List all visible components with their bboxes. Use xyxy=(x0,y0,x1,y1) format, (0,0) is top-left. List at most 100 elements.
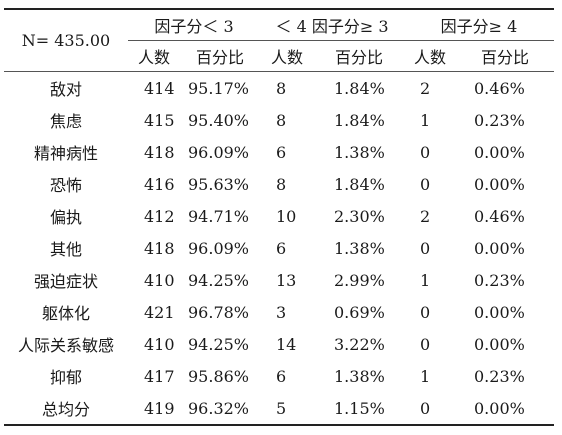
cell-count-high: 0 xyxy=(420,302,431,322)
cell-count-high: 1 xyxy=(420,366,431,386)
cell-count-high: 0 xyxy=(420,334,431,354)
cell-percent-low: 94.71% xyxy=(188,206,250,226)
cell-count-low: 418 xyxy=(144,238,175,258)
cell-count-low: 410 xyxy=(144,270,175,290)
table-row: 强迫症状 410 94.25% 13 2.99% 1 0.23% xyxy=(4,264,554,296)
cell-count-mid: 5 xyxy=(260,392,314,426)
header-row-groups: N= 435.00 因子分＜ 3 ＜ 4 因子分≥ 3 因子分≥ 4 xyxy=(4,8,554,72)
group-header-high: 因子分≥ 4 xyxy=(404,8,554,41)
table-row: 躯体化 421 96.78% 3 0.69% 0 0.00% xyxy=(4,296,554,328)
cell-percent-high: 0.46% xyxy=(474,78,525,98)
subheader-percent: 百分比 xyxy=(456,40,554,72)
cell-percent-high: 0.00% xyxy=(474,302,525,322)
cell-count-low: 412 xyxy=(144,206,175,226)
table-row: 人际关系敏感 410 94.25% 14 3.22% 0 0.00% xyxy=(4,328,554,360)
cell-count-low: 410 xyxy=(144,334,175,354)
cell-count-high: 0 xyxy=(420,238,431,258)
cell-percent-low: 95.63% xyxy=(188,174,250,194)
table-row: 恐怖 416 95.63% 8 1.84% 0 0.00% xyxy=(4,168,554,200)
cell-percent-low: 96.32% xyxy=(180,392,260,426)
cell-percent-high: 0.23% xyxy=(474,366,525,386)
cell-percent-high: 0.00% xyxy=(474,142,525,162)
cell-percent-high: 0.23% xyxy=(474,110,525,130)
cell-percent-high: 0.00% xyxy=(456,392,554,426)
cell-percent-low: 95.40% xyxy=(188,110,250,130)
cell-percent-low: 95.86% xyxy=(188,366,250,386)
table-row: 焦虑 415 95.40% 8 1.84% 1 0.23% xyxy=(4,104,554,136)
cell-count-high: 1 xyxy=(420,270,431,290)
subheader-count: 人数 xyxy=(260,40,314,72)
subheader-count: 人数 xyxy=(404,40,456,72)
cell-count-low: 419 xyxy=(128,392,180,426)
cell-percent-low: 96.09% xyxy=(188,238,250,258)
row-factor-name: 焦虑 xyxy=(49,112,82,131)
cell-percent-mid: 0.69% xyxy=(334,302,385,322)
cell-count-low: 418 xyxy=(144,142,175,162)
cell-count-low: 421 xyxy=(144,302,175,322)
table-row: 偏执 412 94.71% 10 2.30% 2 0.46% xyxy=(4,200,554,232)
row-factor-name: 抑郁 xyxy=(49,368,82,387)
cell-count-mid: 10 xyxy=(276,206,297,226)
cell-count-mid: 6 xyxy=(276,142,287,162)
cell-count-low: 417 xyxy=(144,366,175,386)
cell-percent-low: 94.25% xyxy=(188,334,250,354)
table-row: 敌对 414 95.17% 8 1.84% 2 0.46% xyxy=(4,72,554,105)
row-factor-name: 恐怖 xyxy=(49,176,82,195)
cell-percent-low: 96.78% xyxy=(188,302,250,322)
table-row: 精神病性 418 96.09% 6 1.38% 0 0.00% xyxy=(4,136,554,168)
cell-count-mid: 8 xyxy=(276,110,287,130)
cell-percent-mid: 1.84% xyxy=(334,174,385,194)
cell-percent-high: 0.23% xyxy=(474,270,525,290)
cell-count-mid: 6 xyxy=(276,366,287,386)
cell-count-high: 2 xyxy=(420,206,431,226)
cell-percent-mid: 1.84% xyxy=(334,110,385,130)
cell-percent-low: 94.25% xyxy=(188,270,250,290)
row-factor-name: 人际关系敏感 xyxy=(17,336,114,355)
cell-count-mid: 14 xyxy=(276,334,297,354)
group-header-mid: ＜ 4 因子分≥ 3 xyxy=(260,8,404,41)
header-row-subheaders: 人数 百分比 人数 百分比 人数 百分比 xyxy=(4,40,554,72)
row-factor-name: 躯体化 xyxy=(41,304,90,323)
table-row: 抑郁 417 95.86% 6 1.38% 1 0.23% xyxy=(4,360,554,392)
group-header-low: 因子分＜ 3 xyxy=(128,8,260,41)
row-factor-name: 敌对 xyxy=(49,80,82,99)
table-row: 总均分 419 96.32% 5 1.15% 0 0.00% xyxy=(4,392,554,426)
cell-percent-mid: 1.38% xyxy=(334,142,385,162)
cell-percent-mid: 1.38% xyxy=(334,238,385,258)
cell-count-mid: 6 xyxy=(276,238,287,258)
table-body: 敌对 414 95.17% 8 1.84% 2 0.46% 焦虑 415 95.40% 8 1.84%… xyxy=(4,72,554,426)
cell-count-low: 415 xyxy=(144,110,175,130)
cell-count-mid: 8 xyxy=(276,78,287,98)
row-factor-name: 其他 xyxy=(49,240,82,259)
row-factor-name: 强迫症状 xyxy=(33,272,98,291)
cell-count-high: 1 xyxy=(420,110,431,130)
cell-percent-high: 0.46% xyxy=(474,206,525,226)
cell-count-mid: 13 xyxy=(276,270,297,290)
factor-score-table: N= 435.00 因子分＜ 3 ＜ 4 因子分≥ 3 因子分≥ 4 人数 百分… xyxy=(4,8,554,426)
subheader-percent: 百分比 xyxy=(180,40,260,72)
cell-percent-mid: 3.22% xyxy=(334,334,385,354)
cell-percent-high: 0.00% xyxy=(474,174,525,194)
table-row: 其他 418 96.09% 6 1.38% 0 0.00% xyxy=(4,232,554,264)
subheader-count: 人数 xyxy=(128,40,180,72)
subheader-percent: 百分比 xyxy=(314,40,404,72)
cell-percent-mid: 1.38% xyxy=(334,366,385,386)
cell-count-mid: 8 xyxy=(276,174,287,194)
cell-percent-low: 95.17% xyxy=(188,78,250,98)
cell-percent-low: 96.09% xyxy=(188,142,250,162)
cell-count-low: 414 xyxy=(144,78,175,98)
sample-size-label: N= 435.00 xyxy=(4,8,128,72)
cell-count-high: 0 xyxy=(420,174,431,194)
row-factor-name: 偏执 xyxy=(49,208,82,227)
cell-percent-high: 0.00% xyxy=(474,238,525,258)
cell-count-high: 2 xyxy=(420,78,431,98)
cell-count-low: 416 xyxy=(144,174,175,194)
row-factor-name: 精神病性 xyxy=(33,144,98,163)
row-factor-name: 总均分 xyxy=(4,392,128,426)
cell-percent-mid: 1.15% xyxy=(314,392,404,426)
cell-percent-mid: 2.30% xyxy=(334,206,385,226)
cell-count-high: 0 xyxy=(420,142,431,162)
cell-count-mid: 3 xyxy=(276,302,287,322)
cell-percent-high: 0.00% xyxy=(474,334,525,354)
